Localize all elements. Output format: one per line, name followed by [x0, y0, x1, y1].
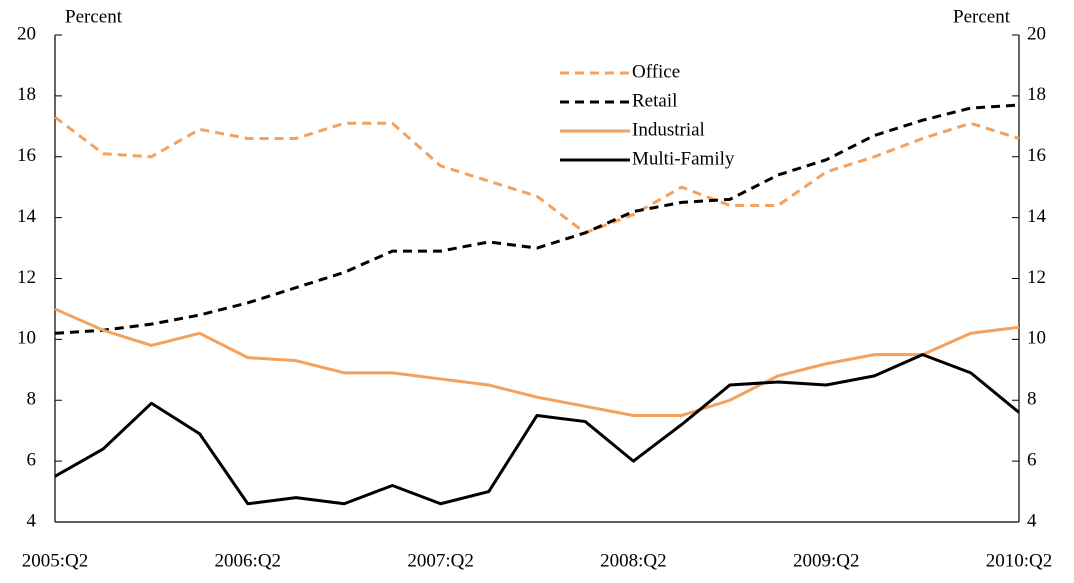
y2-tick-label: 16: [1027, 145, 1046, 166]
x-tick-label: 2007:Q2: [407, 550, 474, 571]
line-series: [54, 115, 1020, 235]
y2-tick-label: 8: [1027, 389, 1037, 410]
y-tick-label: 20: [17, 23, 36, 44]
y2-tick-label: 20: [1027, 23, 1046, 44]
line-series: [54, 103, 1020, 335]
y2-tick-label: 10: [1027, 328, 1046, 349]
legend-label: Industrial: [632, 119, 705, 140]
y-tick-label: 10: [17, 328, 36, 349]
y-axis-label: Percent: [65, 6, 123, 27]
x-tick-label: 2009:Q2: [793, 550, 860, 571]
y2-tick-label: 18: [1027, 84, 1046, 105]
x-tick-label: 2005:Q2: [22, 550, 89, 571]
y2-tick-label: 4: [1027, 510, 1037, 531]
line-series: [54, 307, 1020, 417]
x-tick-label: 2006:Q2: [215, 550, 282, 571]
x-tick-label: 2008:Q2: [600, 550, 667, 571]
y-tick-label: 8: [27, 389, 37, 410]
legend-label: Office: [632, 61, 680, 82]
x-tick-label: 2010:Q2: [986, 550, 1053, 571]
y-tick-label: 6: [27, 449, 37, 470]
y2-axis-label: Percent: [953, 6, 1011, 27]
y-tick-label: 12: [17, 267, 36, 288]
y-tick-label: 14: [17, 206, 37, 227]
legend-label: Retail: [632, 90, 677, 111]
line-series: [54, 353, 1020, 506]
y2-tick-label: 12: [1027, 267, 1046, 288]
y-tick-label: 16: [17, 145, 36, 166]
y2-tick-label: 6: [1027, 449, 1037, 470]
y-tick-label: 18: [17, 84, 36, 105]
y2-tick-label: 14: [1027, 206, 1047, 227]
legend-label: Multi-Family: [632, 148, 735, 169]
y-tick-label: 4: [27, 510, 37, 531]
